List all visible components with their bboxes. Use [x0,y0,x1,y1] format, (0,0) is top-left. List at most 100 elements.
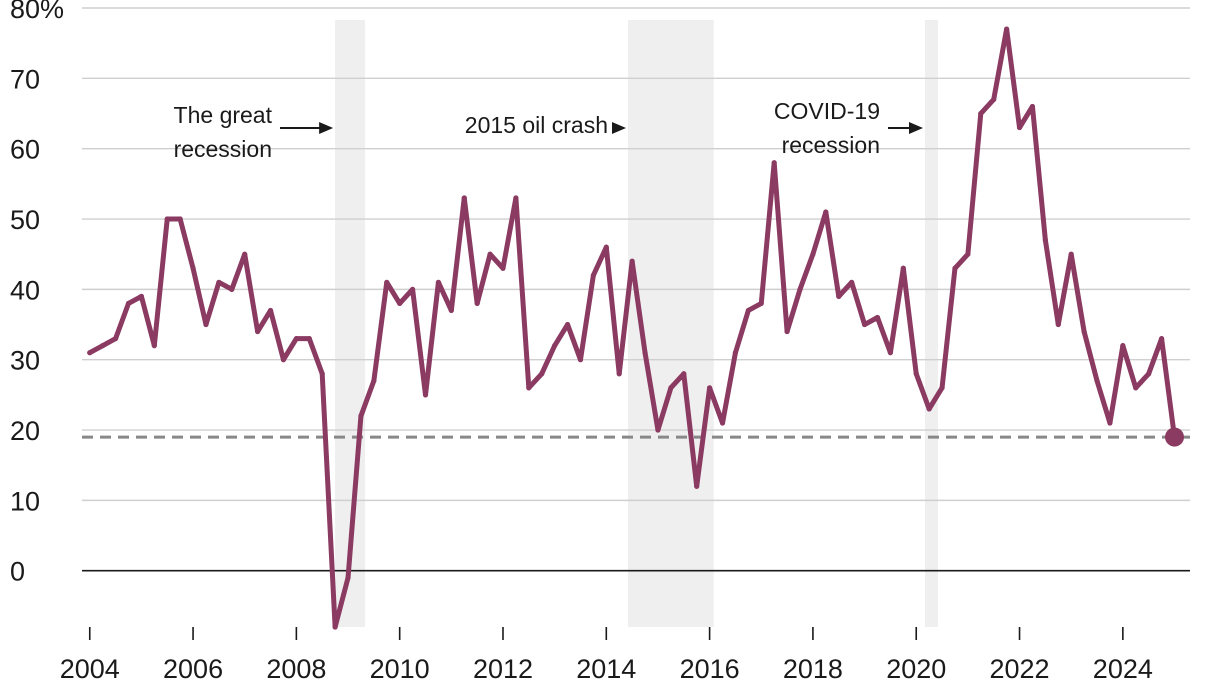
data-point [487,251,493,257]
data-point [345,575,351,581]
data-point [861,321,868,328]
data-point [797,286,803,292]
y-axis-tick-labels: 0 10 20 30 40 50 60 70 80% [10,0,64,587]
data-point [474,300,480,307]
data-point [1004,26,1010,32]
data-point [810,251,816,257]
annotations: The great recession 2015 oil crash COVID-19… [174,98,924,162]
data-point [887,350,894,356]
data-point [125,300,132,307]
data-point [1055,321,1061,328]
data-point [448,307,454,314]
data-point [1094,378,1100,384]
data-point [784,328,790,335]
data-point [358,413,364,419]
data-point [1029,103,1036,110]
data-point [409,286,416,292]
y-tick-label: 10 [10,486,40,516]
data-point [1158,336,1165,342]
data-point [500,265,506,271]
data-point [422,392,429,398]
x-tick-label: 2016 [680,654,740,684]
annotation-arrow-head [319,122,334,134]
data-point [745,307,751,314]
annotation-arrow-head [611,122,626,134]
data-point [1133,385,1139,391]
data-point [1120,343,1126,349]
data-point [1042,237,1048,243]
data-point [590,272,596,278]
data-point [1081,328,1087,335]
data-point [732,350,739,356]
data-point [552,343,558,349]
x-tick-label: 2014 [576,654,636,684]
data-point [991,96,997,103]
data-point [668,385,674,391]
gridlines [82,7,1190,572]
data-point [513,195,519,201]
data-point [319,371,325,377]
data-point [1016,124,1023,131]
data-point [771,160,777,166]
x-tick-label: 2020 [886,654,946,684]
x-tick-label: 2022 [989,654,1049,684]
data-point [177,216,183,222]
data-point [242,251,248,257]
data-point [526,385,532,391]
data-point [978,110,984,117]
data-point [874,314,881,321]
data-point [229,286,235,292]
data-point [190,265,196,271]
x-tick-label: 2018 [783,654,843,684]
data-point [255,328,261,335]
data-point [629,258,635,264]
recession-band [925,20,938,627]
annotation-label: COVID-19 [774,98,880,124]
data-point [216,279,222,285]
data-point [164,216,170,222]
y-tick-label: 50 [10,205,40,235]
x-tick-label: 2024 [1093,654,1153,684]
data-point [681,371,687,377]
y-tick-label: 60 [10,135,40,165]
y-tick-label: 20 [10,416,40,446]
data-point [694,483,700,489]
end-marker [1165,427,1185,447]
data-point [384,279,390,285]
data-point [707,385,713,391]
data-point [306,336,312,342]
x-axis-ticks: 2004 2006 2008 2010 2012 2014 2016 2018 2020 2022… [60,627,1153,684]
y-tick-label: 40 [10,275,40,305]
annotation-label: The great [174,102,273,128]
annotation-label: recession [174,136,272,162]
data-point [758,300,764,307]
data-point [267,307,274,314]
x-tick-label: 2012 [473,654,533,684]
data-point [112,336,119,342]
y-tick-label: 70 [10,64,40,94]
data-point [138,293,145,299]
data-point [952,265,958,271]
data-point [371,378,377,384]
data-point [293,336,299,342]
data-point [203,321,209,328]
annotation-label: 2015 oil crash [465,112,608,138]
annotation-label: recession [782,132,880,158]
data-point [1068,251,1074,257]
data-point [397,300,403,307]
x-tick-label: 2008 [266,654,326,684]
data-point [332,624,338,630]
data-point [939,385,945,391]
data-point [280,357,287,363]
data-point [603,244,609,250]
x-tick-label: 2006 [163,654,223,684]
data-point [926,406,932,412]
data-point [616,371,622,377]
data-point [965,251,971,257]
data-point [823,209,829,215]
data-point [642,350,648,356]
data-point [1107,420,1113,426]
x-tick-label: 2004 [60,654,120,684]
annotation-arrow-head [909,122,924,134]
data-point [435,279,442,285]
